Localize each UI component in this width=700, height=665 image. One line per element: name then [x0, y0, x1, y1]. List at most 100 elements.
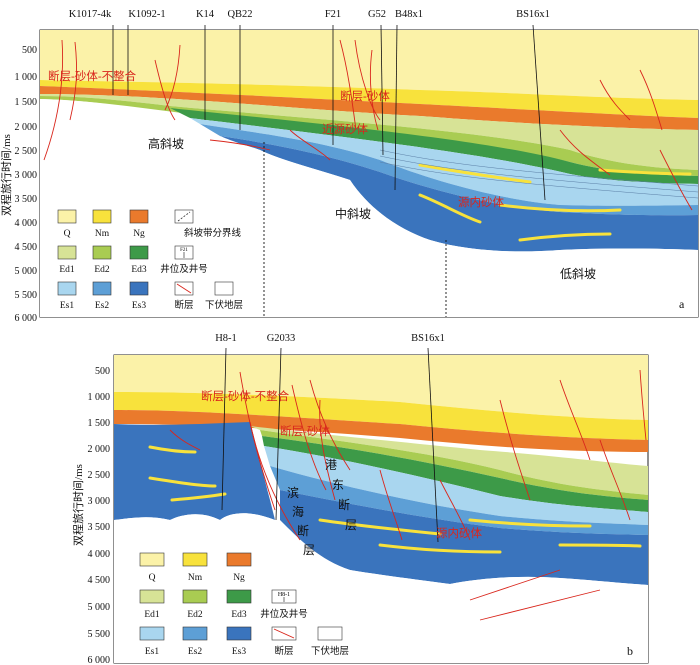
y-tick-a-4: 2 000 — [15, 122, 38, 133]
layer-es1-b — [264, 446, 648, 525]
annotation-far-sand-b: 源内砂体 — [436, 526, 482, 540]
y-axis-b: 500 1 000 1 500 2 000 2 500 3 000 3 500 … — [71, 366, 110, 665]
y-tick-a-10: 5 000 — [15, 266, 38, 277]
layer-es1-a — [190, 118, 698, 206]
legend-b-label-12: 下伏地层 — [311, 645, 349, 657]
well-label-a-5: F21 — [325, 9, 341, 20]
layer-ed1-a — [40, 94, 698, 170]
y-tick-a-8: 4 000 — [15, 218, 38, 229]
zone-mid-slope: 中斜坡 — [335, 206, 371, 221]
layer-ed2-a — [40, 96, 698, 176]
gangdong-char-2: 东 — [332, 478, 344, 492]
layer-nm-b — [114, 392, 648, 440]
legend-b-label-8: Es1 — [145, 647, 160, 657]
layer-es2-a — [200, 124, 698, 216]
layer-ed3-a — [170, 108, 698, 184]
well-labels-a: K1017-4k K1092-1 K14 QB22 F21 G52 B48x1 … — [69, 9, 550, 20]
y-tick-a-2: 1 000 — [15, 72, 38, 83]
annotation-fault-sand-b: 断层-砂体 — [280, 424, 330, 438]
zone-high-slope: 高斜坡 — [148, 136, 184, 151]
legend-a-label-2: Nm — [95, 229, 110, 239]
well-label-a-2: K1092-1 — [128, 9, 165, 20]
well-label-a-6: G52 — [368, 9, 386, 20]
annotation-far-sand-a: 源内砂体 — [458, 195, 504, 209]
y-tick-a-7: 3 500 — [15, 194, 38, 205]
layer-es2-b — [270, 466, 648, 535]
y-axis-label-a: 双程旅行时间/ms — [0, 134, 13, 216]
layer-ed3-b — [262, 436, 648, 512]
binhai-char-3: 断 — [297, 523, 309, 538]
gangdong-char-1: 港 — [325, 458, 337, 472]
legend-b-label-11: 断层 — [274, 645, 293, 657]
sand-bodies-a — [418, 163, 692, 242]
well-label-a-3: K14 — [196, 9, 215, 20]
layer-es-left-b — [114, 422, 275, 520]
layer-ng-a — [40, 86, 698, 130]
legend-a-label-4: 斜坡带分界线 — [184, 227, 242, 239]
y-tick-b-1: 500 — [95, 366, 110, 377]
legend-a: Q Nm Ng 斜坡带分界线 F21 Ed1 Ed2 Ed3 井位及井号 Es1… — [57, 209, 243, 311]
binhai-char-2: 海 — [292, 504, 304, 519]
y-tick-b-9: 4 500 — [88, 575, 111, 586]
annotation-fault-sand-a: 断层-砂体 — [340, 89, 390, 103]
y-tick-b-2: 1 000 — [88, 392, 111, 403]
well-label-a-8: BS16x1 — [516, 9, 550, 20]
legend-a-well-label: F21 — [180, 248, 188, 253]
y-tick-b-4: 2 000 — [88, 444, 111, 455]
y-tick-b-8: 4 000 — [88, 549, 111, 560]
thin-beds-a — [379, 149, 699, 199]
legend-b-label-2: Nm — [188, 573, 203, 583]
faults-a — [43, 39, 693, 211]
legend-a-label-11: Es3 — [132, 301, 147, 311]
y-tick-b-11: 5 500 — [88, 629, 111, 640]
legend-a-label-8: 井位及井号 — [160, 263, 208, 275]
y-tick-b-3: 1 500 — [88, 418, 111, 429]
legend-a-label-1: Q — [64, 229, 71, 239]
legend-b-label-5: Ed2 — [187, 610, 203, 620]
legend-a-label-12: 断层 — [174, 299, 193, 311]
layer-es3-a — [220, 136, 698, 252]
layer-ed1-b — [250, 426, 648, 495]
y-tick-b-6: 3 000 — [88, 496, 111, 507]
wells-b-lines — [221, 347, 439, 543]
y-tick-a-6: 3 000 — [15, 170, 38, 181]
y-tick-b-12: 6 000 — [88, 655, 111, 665]
zone-low-slope: 低斜坡 — [560, 267, 596, 281]
sand-bodies-b — [148, 445, 642, 554]
well-label-a-4: QB22 — [227, 9, 252, 20]
y-tick-a-11: 5 500 — [15, 290, 38, 301]
faults-b — [169, 369, 647, 621]
binhai-char-4: 层 — [303, 543, 315, 557]
well-label-a-7: B48x1 — [395, 9, 423, 20]
y-tick-a-3: 1 500 — [15, 97, 38, 108]
legend-a-label-10: Es2 — [95, 301, 110, 311]
legend-b-label-9: Es2 — [188, 647, 203, 657]
gangdong-char-3: 断 — [338, 497, 350, 512]
well-label-b-1: H8-1 — [215, 333, 237, 344]
fault-name-binhai: 滨 海 断 层 — [287, 485, 315, 557]
legend-a-label-9: Es1 — [60, 301, 75, 311]
legend-a-label-13: 下伏地层 — [205, 299, 243, 311]
y-tick-a-1: 500 — [22, 45, 37, 56]
well-label-b-2: G2033 — [267, 333, 296, 344]
legend-b: Q Nm Ng H8-1 Ed1 Ed2 Ed3 井位及井号 Es1 Es2 E… — [139, 552, 349, 657]
legend-b-label-7: 井位及井号 — [260, 608, 308, 620]
layer-q-b — [114, 355, 648, 420]
layer-white-b — [114, 513, 648, 663]
annotation-near-sand-a: 近源砂体 — [322, 122, 368, 136]
binhai-char-1: 滨 — [287, 485, 299, 500]
y-axis-a: 500 1 000 1 500 2 000 2 500 3 000 3 500 … — [0, 45, 37, 324]
panel-b: H8-1 G2033 BS16x1 断层-砂体-不整合 断层-砂体 源内砂体 滨… — [71, 333, 649, 665]
legend-b-label-4: Ed1 — [144, 610, 160, 620]
layer-white-a — [40, 99, 698, 317]
legend-a-label-7: Ed3 — [131, 265, 147, 275]
legend-a-label-6: Ed2 — [94, 265, 110, 275]
well-label-b-3: BS16x1 — [411, 333, 445, 344]
fault-name-gangdong: 港 东 断 层 — [325, 458, 357, 532]
y-tick-b-10: 5 000 — [88, 602, 111, 613]
y-tick-b-5: 2 500 — [88, 470, 111, 481]
y-tick-a-12: 6 000 — [15, 313, 38, 324]
y-tick-b-7: 3 500 — [88, 522, 111, 533]
layer-q-a — [40, 30, 698, 100]
